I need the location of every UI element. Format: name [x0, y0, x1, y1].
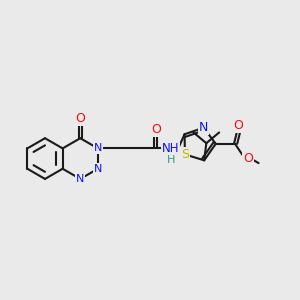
Text: H: H	[167, 155, 175, 165]
Text: N: N	[94, 143, 102, 153]
Text: O: O	[75, 112, 85, 125]
Text: N: N	[94, 164, 102, 174]
Text: O: O	[233, 119, 243, 132]
Text: NH: NH	[162, 142, 179, 155]
Text: S: S	[181, 148, 189, 161]
Text: N: N	[199, 121, 208, 134]
Text: O: O	[243, 152, 253, 165]
Text: N: N	[76, 174, 84, 184]
Text: O: O	[151, 123, 161, 136]
